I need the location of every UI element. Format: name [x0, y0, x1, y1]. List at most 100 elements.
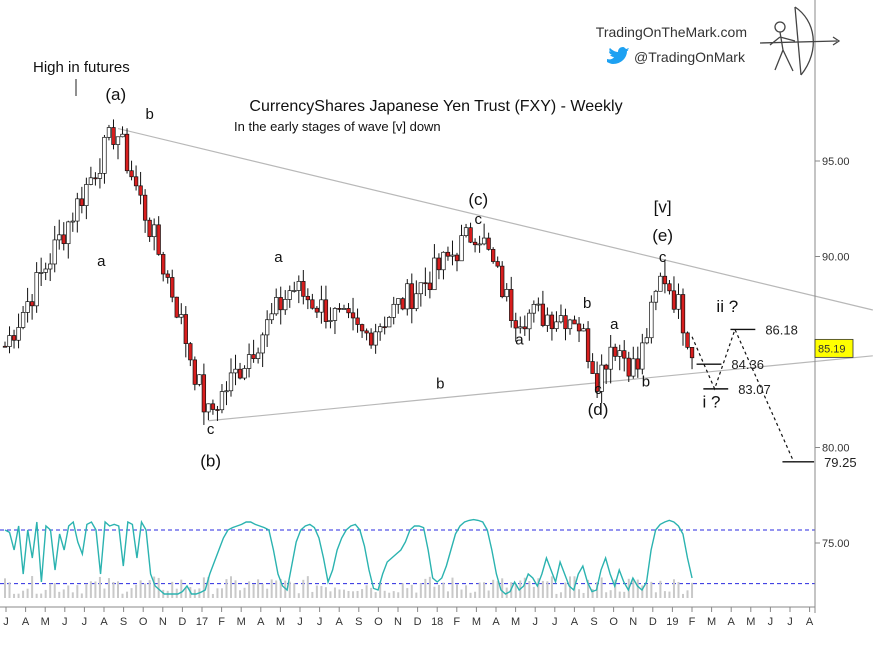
candle-up: [25, 301, 30, 313]
candle-down: [124, 133, 130, 172]
candle-down: [237, 368, 243, 379]
volume-bar: [623, 591, 626, 598]
volume-bar: [225, 579, 228, 598]
volume-bar: [523, 577, 526, 598]
x-tick-label: F: [689, 616, 696, 628]
candle-up: [219, 391, 225, 411]
volume-bar: [541, 580, 544, 598]
candle-down: [509, 289, 514, 321]
trendline-upper: [117, 127, 873, 311]
volume-bar: [528, 581, 531, 598]
candle-up: [332, 308, 338, 321]
volume-bar: [329, 591, 332, 598]
volume-bar: [605, 592, 608, 598]
volume-bar: [40, 593, 43, 598]
volume-bar: [58, 591, 61, 598]
candle-down: [604, 364, 609, 370]
wave-label: b: [145, 106, 153, 123]
volume-bar: [487, 590, 490, 598]
candle-up: [16, 327, 21, 341]
volume-bar: [650, 581, 653, 598]
candle-down: [165, 273, 170, 278]
x-tick-label: O: [374, 616, 383, 628]
candle-down: [680, 294, 686, 334]
x-tick-label: S: [120, 616, 127, 628]
volume-bar: [320, 586, 323, 598]
x-tick-label: M: [237, 616, 246, 628]
volume-bar: [406, 588, 409, 598]
candle-down: [626, 357, 631, 377]
candle-up: [88, 177, 94, 185]
candle-up: [658, 275, 663, 292]
x-tick-label: A: [728, 616, 736, 628]
candle-down: [622, 350, 627, 359]
wave-label: a: [274, 249, 283, 266]
candle-up: [653, 290, 659, 303]
volume-bar: [35, 593, 38, 598]
candle-down: [133, 176, 139, 187]
candle-up: [120, 133, 125, 138]
candle-up: [228, 372, 234, 392]
volume-bar: [107, 578, 110, 598]
volume-bar: [456, 584, 458, 598]
wave-label: (a): [105, 85, 126, 104]
wave-label: a: [610, 316, 619, 333]
x-tick-label: J: [532, 616, 538, 628]
candle-down: [685, 332, 690, 348]
volume-bar: [275, 580, 278, 598]
volume-bar: [383, 590, 386, 598]
wave-label: c: [594, 381, 602, 398]
candle-down: [79, 198, 84, 206]
volume-bar: [555, 593, 558, 598]
volume-bar: [392, 591, 395, 598]
volume-bar: [636, 579, 639, 598]
volume-bar: [153, 576, 156, 598]
candle-up: [179, 314, 184, 318]
candle-up: [274, 297, 279, 315]
candle-up: [554, 321, 559, 330]
chart-subtitle: In the early stages of wave [v] down: [234, 119, 441, 134]
wave-label: b: [436, 375, 444, 392]
level-label: 79.25: [824, 455, 857, 470]
wave-label: [v]: [654, 198, 672, 217]
current-price-box: [814, 338, 854, 358]
candle-down: [192, 359, 197, 385]
volume-bar: [13, 593, 16, 598]
volume-bar: [311, 591, 314, 598]
candle-down: [170, 277, 175, 298]
twitter-bird-icon: [607, 47, 629, 64]
volume-bar: [437, 584, 440, 598]
volume-bar: [31, 576, 34, 598]
wave-label: c: [659, 249, 667, 266]
candle-up: [414, 293, 419, 309]
candle-up: [581, 328, 586, 332]
volume-bar: [460, 589, 463, 598]
candle-up: [459, 235, 464, 262]
volume-bar: [293, 583, 296, 598]
candle-down: [613, 346, 618, 357]
candle-up: [617, 350, 622, 357]
candle-down: [576, 323, 582, 332]
candle-down: [585, 328, 591, 362]
candle-up: [260, 334, 265, 354]
candle-down: [147, 219, 152, 238]
volume-bar: [171, 581, 174, 598]
candle-up: [152, 224, 157, 238]
candle-down: [540, 303, 546, 326]
volume-bar: [67, 585, 70, 598]
candle-down: [142, 194, 148, 221]
candle-up: [115, 136, 121, 145]
candle-down: [355, 317, 360, 325]
volume-bar: [659, 580, 662, 598]
volume-bar: [546, 581, 549, 598]
wave-label: c: [474, 211, 482, 228]
x-tick-label: A: [22, 616, 30, 628]
volume-bar: [80, 593, 83, 598]
candle-down: [61, 234, 66, 245]
trendline-lower: [208, 355, 873, 422]
volume-bar: [415, 592, 418, 598]
volume-bar: [501, 578, 504, 598]
candle-up: [224, 390, 229, 393]
candle-down: [215, 409, 220, 411]
